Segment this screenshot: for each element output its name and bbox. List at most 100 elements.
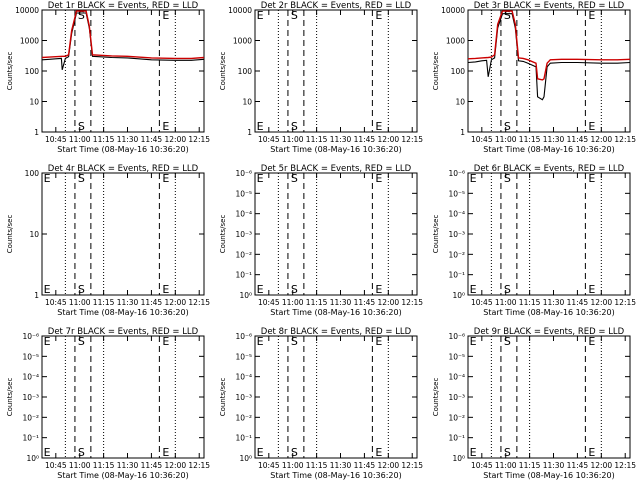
x-tick-label: 11:45	[354, 298, 376, 307]
y-tick-label: 10⁻⁴	[235, 373, 252, 382]
x-tick-label: 11:15	[519, 298, 541, 307]
x-tick-label: 12:15	[614, 298, 636, 307]
plot-title: Det 3r BLACK = Events, RED = LLD	[474, 1, 625, 11]
detector-plot-4: Det 4r BLACK = Events, RED = LLD 1 10 100 10…	[6, 164, 210, 317]
y-tick-label: 10⁻³	[235, 393, 252, 402]
x-tick-label: 11:30	[543, 461, 565, 470]
x-tick-label: 12:00	[165, 461, 187, 470]
x-tick-label: 10:45	[45, 461, 67, 470]
x-axis-label: Start Time (08-May-16 10:36:20)	[483, 145, 614, 154]
x-tick-label: 12:00	[378, 298, 400, 307]
event-marker-label: S	[78, 172, 85, 185]
event-marker-label: E	[257, 120, 264, 133]
x-tick-label: 11:15	[93, 135, 115, 144]
y-tick-label: 10⁰	[452, 291, 465, 300]
x-tick-label: 10:45	[45, 135, 67, 144]
event-marker-label: E	[44, 283, 51, 296]
plot-title: Det 6r BLACK = Events, RED = LLD	[474, 164, 625, 174]
event-marker-label: E	[588, 172, 595, 185]
x-tick-label: 11:00	[69, 298, 91, 307]
plot-frame	[41, 9, 205, 133]
event-marker-label: S	[291, 446, 298, 459]
y-tick-label: 1	[34, 291, 39, 300]
detector-plot-8: Det 8r BLACK = Events, RED = LLD 10⁰ 10⁻¹ 1…	[219, 327, 423, 480]
event-marker-label: S	[504, 172, 511, 185]
event-marker-label: E	[588, 335, 595, 348]
x-tick-label: 11:00	[495, 298, 517, 307]
plot-frame	[254, 172, 418, 296]
y-axis-label: Counts/sec	[6, 215, 14, 254]
event-marker-label: E	[162, 172, 169, 185]
y-tick-label: 10⁻²	[235, 413, 252, 422]
event-marker-label: E	[375, 335, 382, 348]
event-marker-label: S	[504, 446, 511, 459]
x-tick-label: 11:45	[141, 135, 163, 144]
x-tick-label: 12:15	[401, 298, 423, 307]
y-tick-label: 10⁻⁵	[235, 352, 252, 361]
plot-frame	[467, 335, 631, 459]
plot-title: Det 8r BLACK = Events, RED = LLD	[261, 327, 412, 337]
x-tick-label: 10:45	[45, 298, 67, 307]
y-tick-label: 10⁻⁴	[22, 373, 39, 382]
x-tick-label: 11:30	[117, 461, 139, 470]
event-marker-label: E	[588, 9, 595, 22]
y-tick-label: 10	[242, 98, 252, 107]
plot-frame	[254, 9, 418, 133]
event-marker-label: S	[78, 446, 85, 459]
y-axis-label: Counts/sec	[6, 378, 14, 417]
y-axis-label: Counts/sec	[432, 378, 440, 417]
y-tick-label: 10⁻⁶	[448, 169, 465, 178]
x-tick-label: 10:45	[471, 135, 493, 144]
x-tick-label: 12:15	[614, 135, 636, 144]
x-axis-label: Start Time (08-May-16 10:36:20)	[270, 308, 401, 317]
y-tick-label: 10	[455, 98, 465, 107]
series-line-2	[467, 10, 631, 81]
y-tick-label: 10⁰	[239, 454, 252, 463]
y-tick-label: 10	[29, 230, 39, 239]
y-tick-label: 10⁻³	[22, 393, 39, 402]
y-tick-label: 1	[247, 128, 252, 137]
x-tick-label: 12:15	[188, 135, 210, 144]
y-tick-label: 10⁻²	[22, 413, 39, 422]
x-tick-label: 12:00	[591, 298, 613, 307]
x-tick-label: 12:15	[614, 461, 636, 470]
x-tick-label: 11:45	[354, 135, 376, 144]
x-axis-label: Start Time (08-May-16 10:36:20)	[270, 471, 401, 480]
x-tick-label: 11:15	[306, 135, 328, 144]
event-marker-label: E	[470, 172, 477, 185]
event-marker-label: E	[375, 120, 382, 133]
x-tick-label: 11:15	[93, 461, 115, 470]
y-tick-label: 10⁻⁵	[235, 189, 252, 198]
plot-frame	[467, 172, 631, 296]
event-marker-label: S	[78, 9, 85, 22]
x-tick-label: 11:45	[354, 461, 376, 470]
event-marker-label: S	[291, 9, 298, 22]
x-tick-label: 10:45	[471, 461, 493, 470]
event-marker-label: E	[44, 335, 51, 348]
detector-plot-7: Det 7r BLACK = Events, RED = LLD 10⁰ 10⁻¹ 1…	[6, 327, 210, 480]
event-marker-label: S	[504, 9, 511, 22]
event-marker-label: E	[375, 446, 382, 459]
y-tick-label: 10⁻⁵	[22, 352, 39, 361]
y-tick-label: 10⁻⁶	[22, 332, 39, 341]
event-marker-label: E	[375, 9, 382, 22]
y-tick-label: 10⁻¹	[235, 271, 252, 280]
x-tick-label: 11:15	[306, 461, 328, 470]
event-marker-label: S	[291, 335, 298, 348]
x-tick-label: 11:45	[141, 298, 163, 307]
x-tick-label: 12:15	[188, 461, 210, 470]
x-tick-label: 12:00	[165, 298, 187, 307]
event-marker-label: E	[162, 446, 169, 459]
event-marker-label: E	[375, 283, 382, 296]
event-marker-label: E	[44, 172, 51, 185]
x-tick-label: 11:45	[567, 461, 589, 470]
y-tick-label: 10⁻³	[235, 230, 252, 239]
plot-title: Det 4r BLACK = Events, RED = LLD	[48, 164, 199, 174]
x-axis-label: Start Time (08-May-16 10:36:20)	[57, 308, 188, 317]
event-marker-label: E	[257, 335, 264, 348]
plot-frame	[467, 9, 631, 133]
event-marker-label: E	[470, 335, 477, 348]
y-tick-label: 10⁻³	[448, 393, 465, 402]
event-marker-label: S	[291, 120, 298, 133]
event-marker-label: S	[78, 120, 85, 133]
